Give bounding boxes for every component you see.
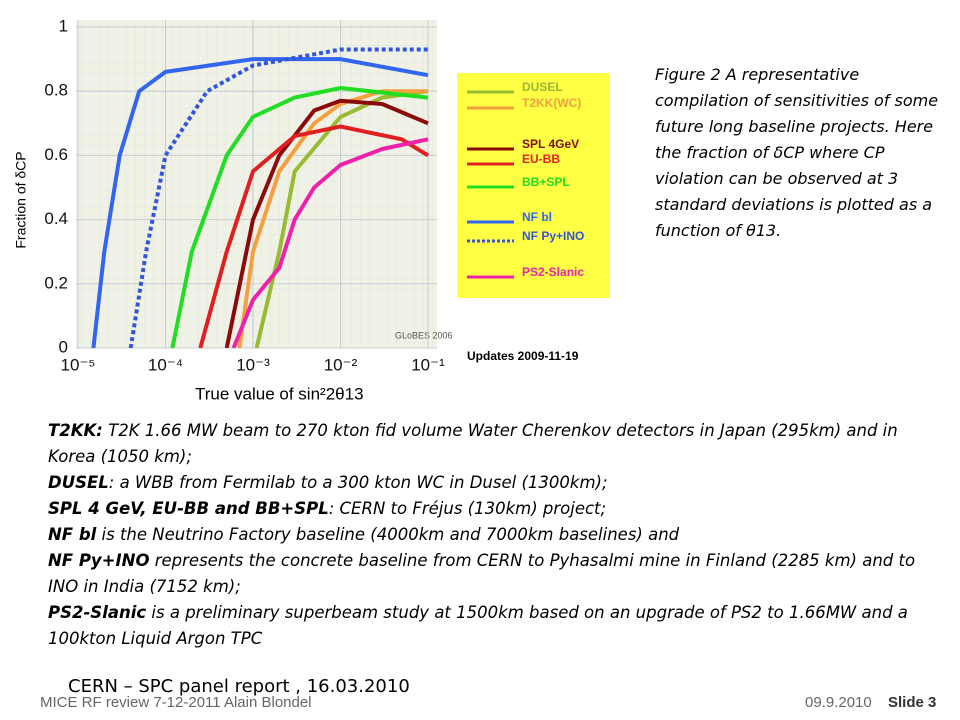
y-tick-label: 0.4 bbox=[44, 209, 68, 228]
x-axis-label: True value of sin²2θ13 bbox=[195, 384, 364, 403]
definition: is a preliminary superbeam study at 1500… bbox=[48, 603, 908, 648]
description-line: SPL 4 GeV, EU-BB and BB+SPL: CERN to Fré… bbox=[48, 496, 928, 522]
legend-label: T2KK(WC) bbox=[522, 96, 581, 110]
x-tick-label: 10⁻² bbox=[324, 355, 358, 374]
curve bbox=[128, 47, 428, 348]
curves bbox=[91, 47, 430, 348]
legend-label: PS2-Slanic bbox=[522, 265, 584, 279]
term: NF Py+INO bbox=[48, 551, 150, 570]
curve bbox=[198, 124, 430, 348]
term: T2KK: bbox=[48, 421, 103, 440]
legend-label: EU-BB bbox=[522, 152, 560, 166]
annotation: GLoBES 2006 bbox=[395, 330, 453, 340]
legend-label: BB+SPL bbox=[522, 175, 570, 189]
curve bbox=[254, 89, 429, 348]
footer-date: 09.9.2010 bbox=[805, 694, 872, 711]
description: T2KK: T2K 1.66 MW beam to 270 kton fid v… bbox=[48, 418, 928, 652]
description-line: T2KK: T2K 1.66 MW beam to 270 kton fid v… bbox=[48, 418, 928, 470]
y-tick-label: 0.8 bbox=[44, 81, 68, 100]
x-tick-label: 10⁻⁴ bbox=[148, 355, 183, 374]
y-tick-label: 0.6 bbox=[44, 145, 68, 164]
description-line: NF Py+INO represents the concrete baseli… bbox=[48, 548, 928, 600]
y-tick-label: 0 bbox=[59, 337, 68, 356]
footer-slide: Slide 3 bbox=[888, 694, 937, 711]
legend-label: SPL 4GeV bbox=[522, 137, 579, 151]
x-tick-label: 10⁻¹ bbox=[411, 355, 445, 374]
y-axis-label: Fraction of δCP bbox=[13, 151, 29, 248]
description-line: NF bl is the Neutrino Factory baseline (… bbox=[48, 522, 928, 548]
description-line: PS2-Slanic is a preliminary superbeam st… bbox=[48, 600, 928, 652]
annotation: Updates 2009-11-19 bbox=[467, 349, 579, 363]
curve bbox=[170, 86, 429, 348]
footer-report: CERN – SPC panel report , 16.03.2010 bbox=[68, 676, 410, 697]
curve bbox=[224, 98, 429, 348]
term: SPL 4 GeV, EU-BB and BB+SPL bbox=[48, 499, 329, 518]
x-tick-label: 10⁻⁵ bbox=[61, 355, 96, 374]
legend-label: DUSEL bbox=[522, 80, 563, 94]
definition: : a WBB from Fermilab to a 300 kton WC i… bbox=[108, 473, 608, 492]
definition: T2K 1.66 MW beam to 270 kton fid volume … bbox=[48, 421, 898, 466]
caption: Figure 2 A representative compilation of… bbox=[655, 65, 939, 240]
curve bbox=[231, 137, 429, 348]
legend-label: NF bl bbox=[522, 210, 552, 224]
curve bbox=[91, 57, 429, 348]
definition: : CERN to Fréjus (130km) project; bbox=[328, 499, 607, 518]
y-tick-label: 0.2 bbox=[44, 273, 68, 292]
term: NF bl bbox=[48, 525, 97, 544]
plot-texture bbox=[76, 20, 437, 348]
x-tick-label: 10⁻³ bbox=[236, 355, 270, 374]
legend-label: NF Py+INO bbox=[522, 229, 584, 243]
definition: represents the concrete baseline from CE… bbox=[48, 551, 916, 596]
term: DUSEL bbox=[48, 473, 109, 492]
footer-event: MICE RF review 7-12-2011 Alain Blondel bbox=[40, 694, 312, 711]
definition: is the Neutrino Factory baseline (4000km… bbox=[96, 525, 680, 544]
description-line: DUSEL: a WBB from Fermilab to a 300 kton… bbox=[48, 470, 928, 496]
chart: True value of sin²2θ13 Fraction of δCP G… bbox=[13, 16, 610, 403]
term: PS2-Slanic bbox=[48, 603, 147, 622]
y-tick-label: 1 bbox=[59, 16, 68, 35]
